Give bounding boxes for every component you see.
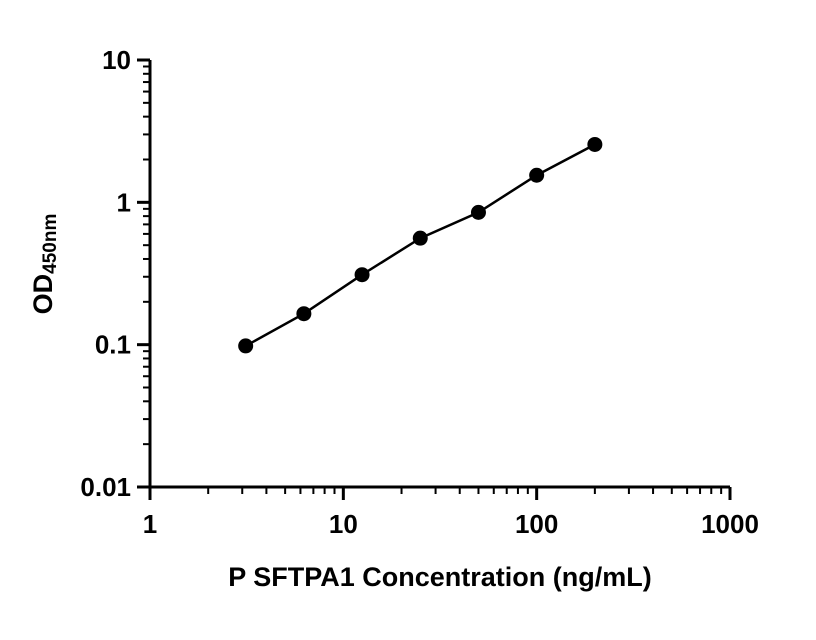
- y-tick-label: 0.1: [95, 330, 131, 360]
- x-axis-title: P SFTPA1 Concentration (ng/mL): [228, 562, 652, 592]
- data-point: [296, 306, 312, 322]
- x-tick-label: 100: [515, 509, 558, 539]
- y-axis-title: OD450nm: [28, 164, 62, 364]
- data-point: [587, 136, 603, 152]
- axis-frame: [148, 60, 730, 489]
- data-point: [412, 230, 428, 246]
- data-point: [238, 338, 254, 354]
- y-axis-title-main: OD: [28, 273, 58, 315]
- x-tick-label: 10: [329, 509, 358, 539]
- data-point: [529, 167, 545, 183]
- y-tick-label: 0.01: [80, 472, 131, 502]
- data-point: [470, 204, 486, 220]
- x-tick-label: 1000: [701, 509, 759, 539]
- x-tick-label: 1: [143, 509, 157, 539]
- y-tick-label: 10: [102, 45, 131, 75]
- y-axis-title-subscript: 450nm: [40, 213, 61, 274]
- data-point: [354, 267, 370, 283]
- y-tick-label: 1: [117, 187, 131, 217]
